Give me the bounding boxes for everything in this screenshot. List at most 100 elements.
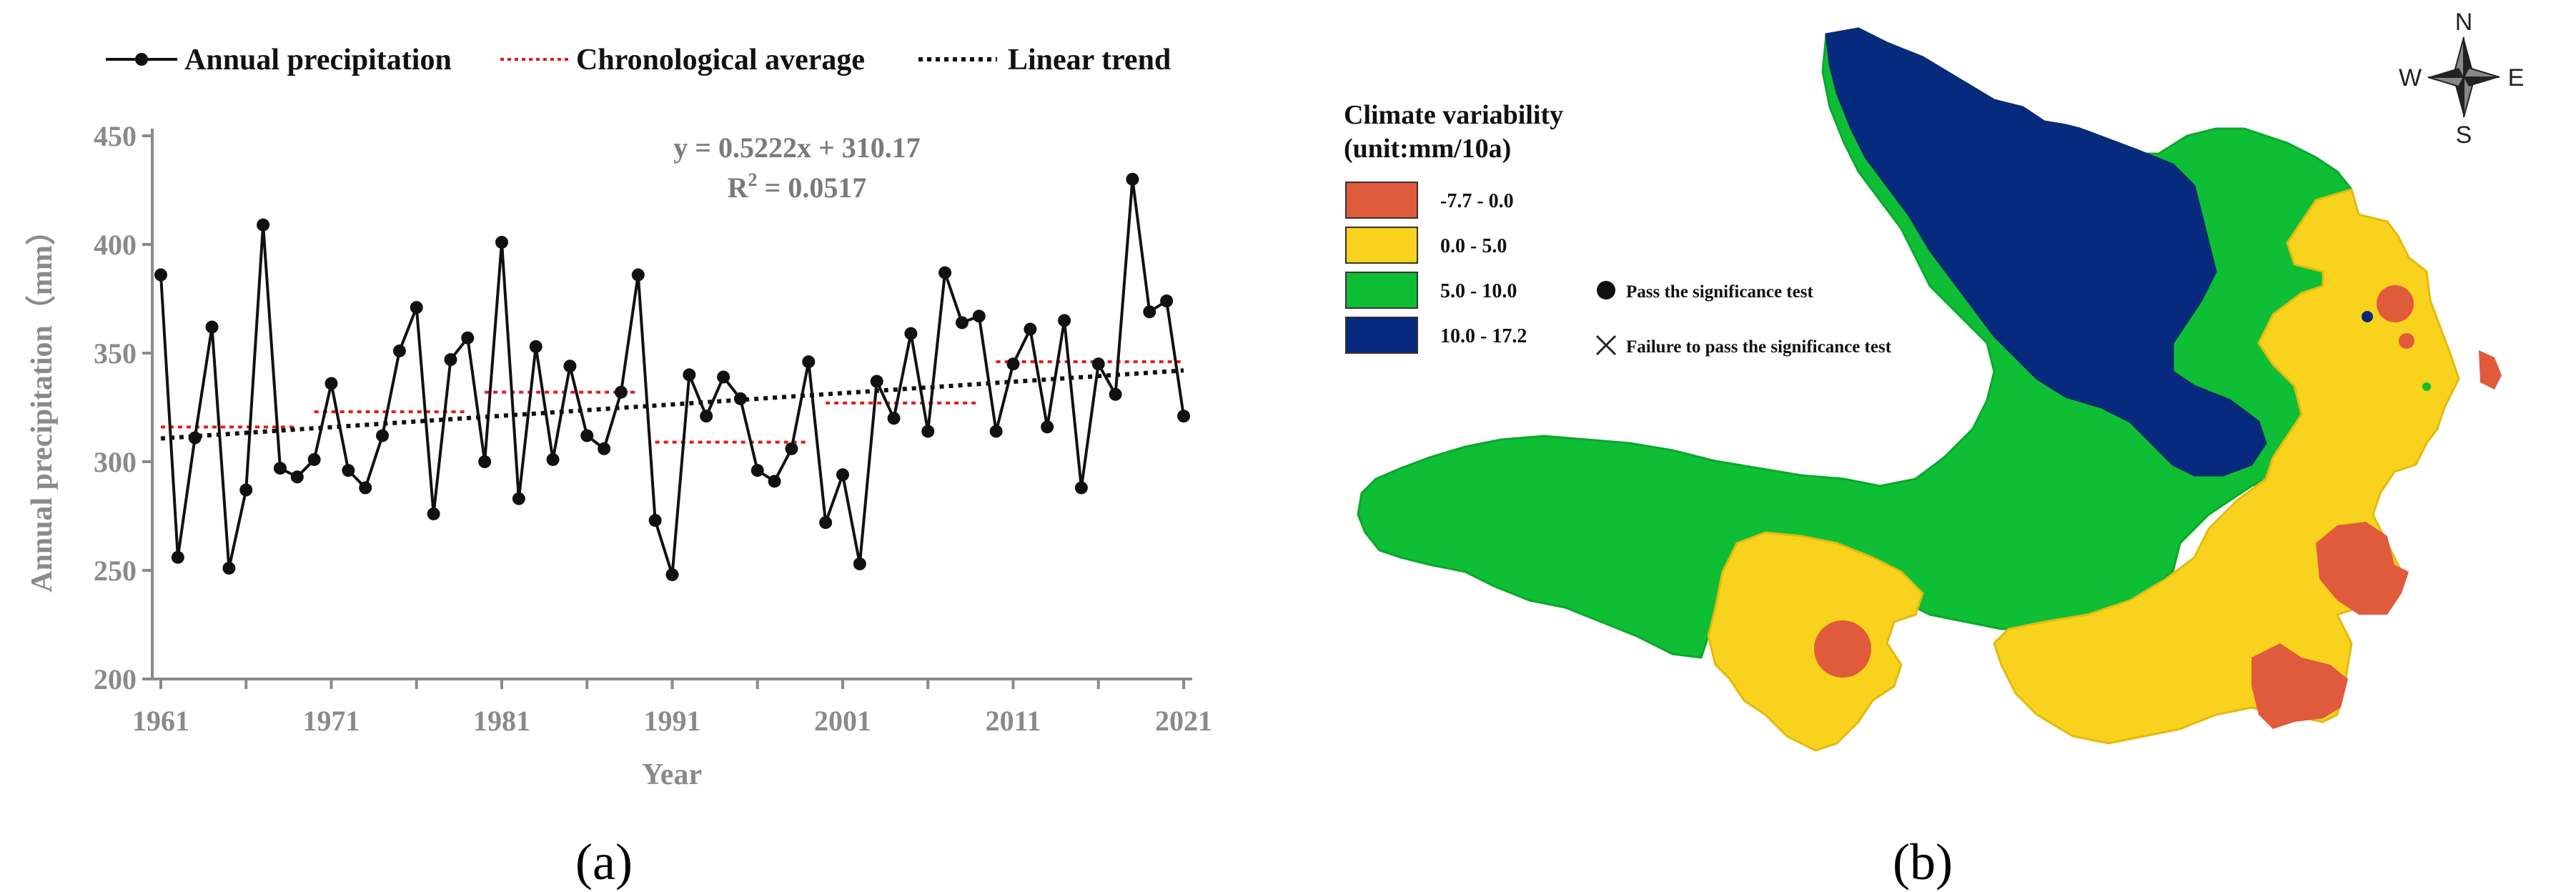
data-point: [461, 331, 475, 345]
data-point: [1126, 172, 1139, 186]
data-point: [478, 455, 492, 468]
green-dot-small: [2422, 382, 2431, 391]
data-point: [1074, 481, 1088, 495]
data-point: [1006, 357, 1020, 371]
red-zone-south: [2251, 643, 2348, 729]
data-point: [921, 425, 935, 438]
data-point: [257, 218, 270, 232]
data-point: [546, 452, 560, 466]
trend-line: [160, 368, 1184, 441]
data-point: [955, 316, 969, 329]
x-axis-title: Year: [642, 758, 702, 791]
data-point: [171, 550, 184, 564]
blue-dot-small: [2362, 311, 2373, 322]
climate-variability-map: Climate variability (unit:mm/10a) -7.7 -…: [1344, 9, 2524, 891]
data-point: [1058, 314, 1071, 327]
data-point: [1160, 294, 1174, 308]
data-point: [700, 410, 713, 423]
data-point: [495, 235, 508, 249]
data-point: [1143, 305, 1156, 319]
class-label: 0.0 - 5.0: [1440, 235, 1507, 257]
data-point: [631, 268, 645, 282]
legend-trend-label: Linear trend: [1008, 44, 1171, 76]
compass-e: E: [2508, 64, 2525, 91]
data-point: [410, 301, 423, 314]
chart-legend: Annual precipitation Chronological avera…: [106, 44, 1171, 76]
data-point: [359, 481, 372, 495]
data-point: [1041, 420, 1054, 434]
data-point: [273, 462, 287, 475]
compass-s: S: [2456, 122, 2472, 149]
y-ticks: 200 250 300 350 400 450: [94, 120, 152, 695]
data-point: [614, 385, 628, 399]
pass-symbol: [1597, 281, 1615, 299]
data-point: [785, 442, 798, 455]
x-tick-label: 1971: [303, 705, 360, 737]
data-point: [904, 327, 918, 340]
data-point: [154, 268, 167, 282]
data-point: [853, 557, 866, 570]
data-point: [188, 431, 202, 445]
class-label: 5.0 - 10.0: [1440, 280, 1517, 302]
fail-label: Failure to pass the significance test: [1626, 337, 1892, 357]
data-point: [683, 368, 696, 382]
precipitation-chart: Annual precipitation Chronological avera…: [25, 44, 1212, 891]
x-tick-label: 2011: [986, 705, 1041, 737]
data-point: [819, 516, 833, 530]
data-point: [972, 309, 986, 323]
data-point: [1091, 357, 1105, 371]
precipitation-points: [154, 172, 1190, 582]
data-point: [580, 429, 594, 442]
data-point: [427, 507, 440, 520]
fail-symbol: [1595, 334, 1617, 356]
class-label: -7.7 - 0.0: [1440, 190, 1514, 212]
class-swatch: [1345, 317, 1418, 354]
y-tick-label: 250: [94, 555, 137, 587]
data-point: [1109, 387, 1122, 401]
data-point: [598, 442, 611, 455]
data-point: [205, 320, 219, 334]
data-point: [239, 483, 253, 497]
class-swatch: [1345, 182, 1418, 219]
x-ticks: 1961 1971 1981 1991 2001 2011 2021: [132, 679, 1212, 737]
data-point: [376, 429, 390, 442]
data-point: [222, 561, 236, 575]
data-point: [648, 514, 662, 527]
data-point: [750, 464, 764, 477]
data-point: [512, 492, 525, 505]
x-tick-label: 1961: [132, 705, 189, 737]
map-legend-unit: (unit:mm/10a): [1344, 134, 1511, 164]
data-point: [529, 340, 543, 353]
data-point: [836, 468, 849, 482]
compass-w: W: [2399, 64, 2422, 91]
red-zone-east-coast: [2479, 350, 2502, 390]
region-yellow-east: [1993, 188, 2460, 745]
data-point: [325, 377, 338, 390]
data-point: [887, 412, 901, 425]
y-axis-title: Annual precipitation（mm）: [25, 215, 59, 593]
data-point: [717, 370, 730, 384]
x-tick-label: 1981: [473, 705, 530, 737]
class-legend: -7.7 - 0.0 0.0 - 5.0 5.0 - 10.0 10.0 - 17.2: [1345, 182, 1527, 354]
panel-label-b: (b): [1893, 833, 1953, 891]
legend-average-label: Chronological average: [576, 44, 865, 76]
red-zone-small: [2399, 333, 2414, 349]
x-tick-label: 2001: [814, 705, 871, 737]
trend-equation: y = 0.5222x + 310.17: [673, 132, 921, 164]
data-point: [938, 266, 952, 279]
north-arrow: N S W E: [2399, 9, 2524, 149]
data-point: [392, 344, 406, 357]
compass-n: N: [2455, 9, 2473, 36]
data-point: [1024, 322, 1037, 336]
y-tick-label: 400: [94, 229, 137, 261]
y-tick-label: 450: [94, 120, 137, 152]
data-point: [665, 568, 679, 582]
legend-precip-label: Annual precipitation: [184, 44, 452, 76]
pass-label: Pass the significance test: [1626, 282, 1813, 302]
y-tick-label: 350: [94, 337, 137, 370]
red-zone-southwest: [1814, 620, 1871, 678]
r-squared: R2 = 0.0517: [728, 169, 867, 204]
region-blue: [1825, 27, 2267, 477]
class-label: 10.0 - 17.2: [1440, 325, 1527, 347]
data-point: [563, 360, 577, 373]
